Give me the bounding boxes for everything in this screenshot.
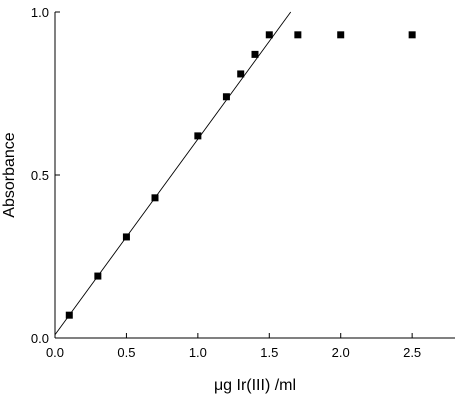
data-point xyxy=(251,50,259,58)
x-tick-label: 0.5 xyxy=(117,345,135,360)
x-tick-label: 2.0 xyxy=(332,345,350,360)
x-tick-label: 1.5 xyxy=(260,345,278,360)
data-point xyxy=(65,311,73,319)
x-tick-label: 2.5 xyxy=(403,345,421,360)
data-point xyxy=(337,31,345,39)
data-point xyxy=(151,194,159,202)
y-tick-label: 1.0 xyxy=(31,5,49,20)
data-points xyxy=(65,31,416,319)
y-tick-label: 0.0 xyxy=(31,331,49,346)
y-axis-title: Absorbance xyxy=(1,132,18,217)
data-point xyxy=(122,233,130,241)
x-tick-label: 0.0 xyxy=(46,345,64,360)
x-ticks: 0.0 0.5 1.0 1.5 2.0 2.5 xyxy=(46,333,421,360)
data-point xyxy=(265,31,273,39)
data-point xyxy=(294,31,302,39)
fit-line-group xyxy=(54,11,292,336)
x-tick-label: 1.0 xyxy=(189,345,207,360)
data-point xyxy=(408,31,416,39)
data-point xyxy=(237,70,245,78)
data-point xyxy=(94,272,102,280)
y-tick-label: 0.5 xyxy=(31,168,49,183)
linear-fit-line xyxy=(54,11,292,336)
data-point xyxy=(194,132,202,140)
data-point xyxy=(222,93,230,101)
x-axis-title: μg Ir(III) /ml xyxy=(214,377,296,394)
y-ticks: 0.0 0.5 1.0 xyxy=(31,5,60,346)
